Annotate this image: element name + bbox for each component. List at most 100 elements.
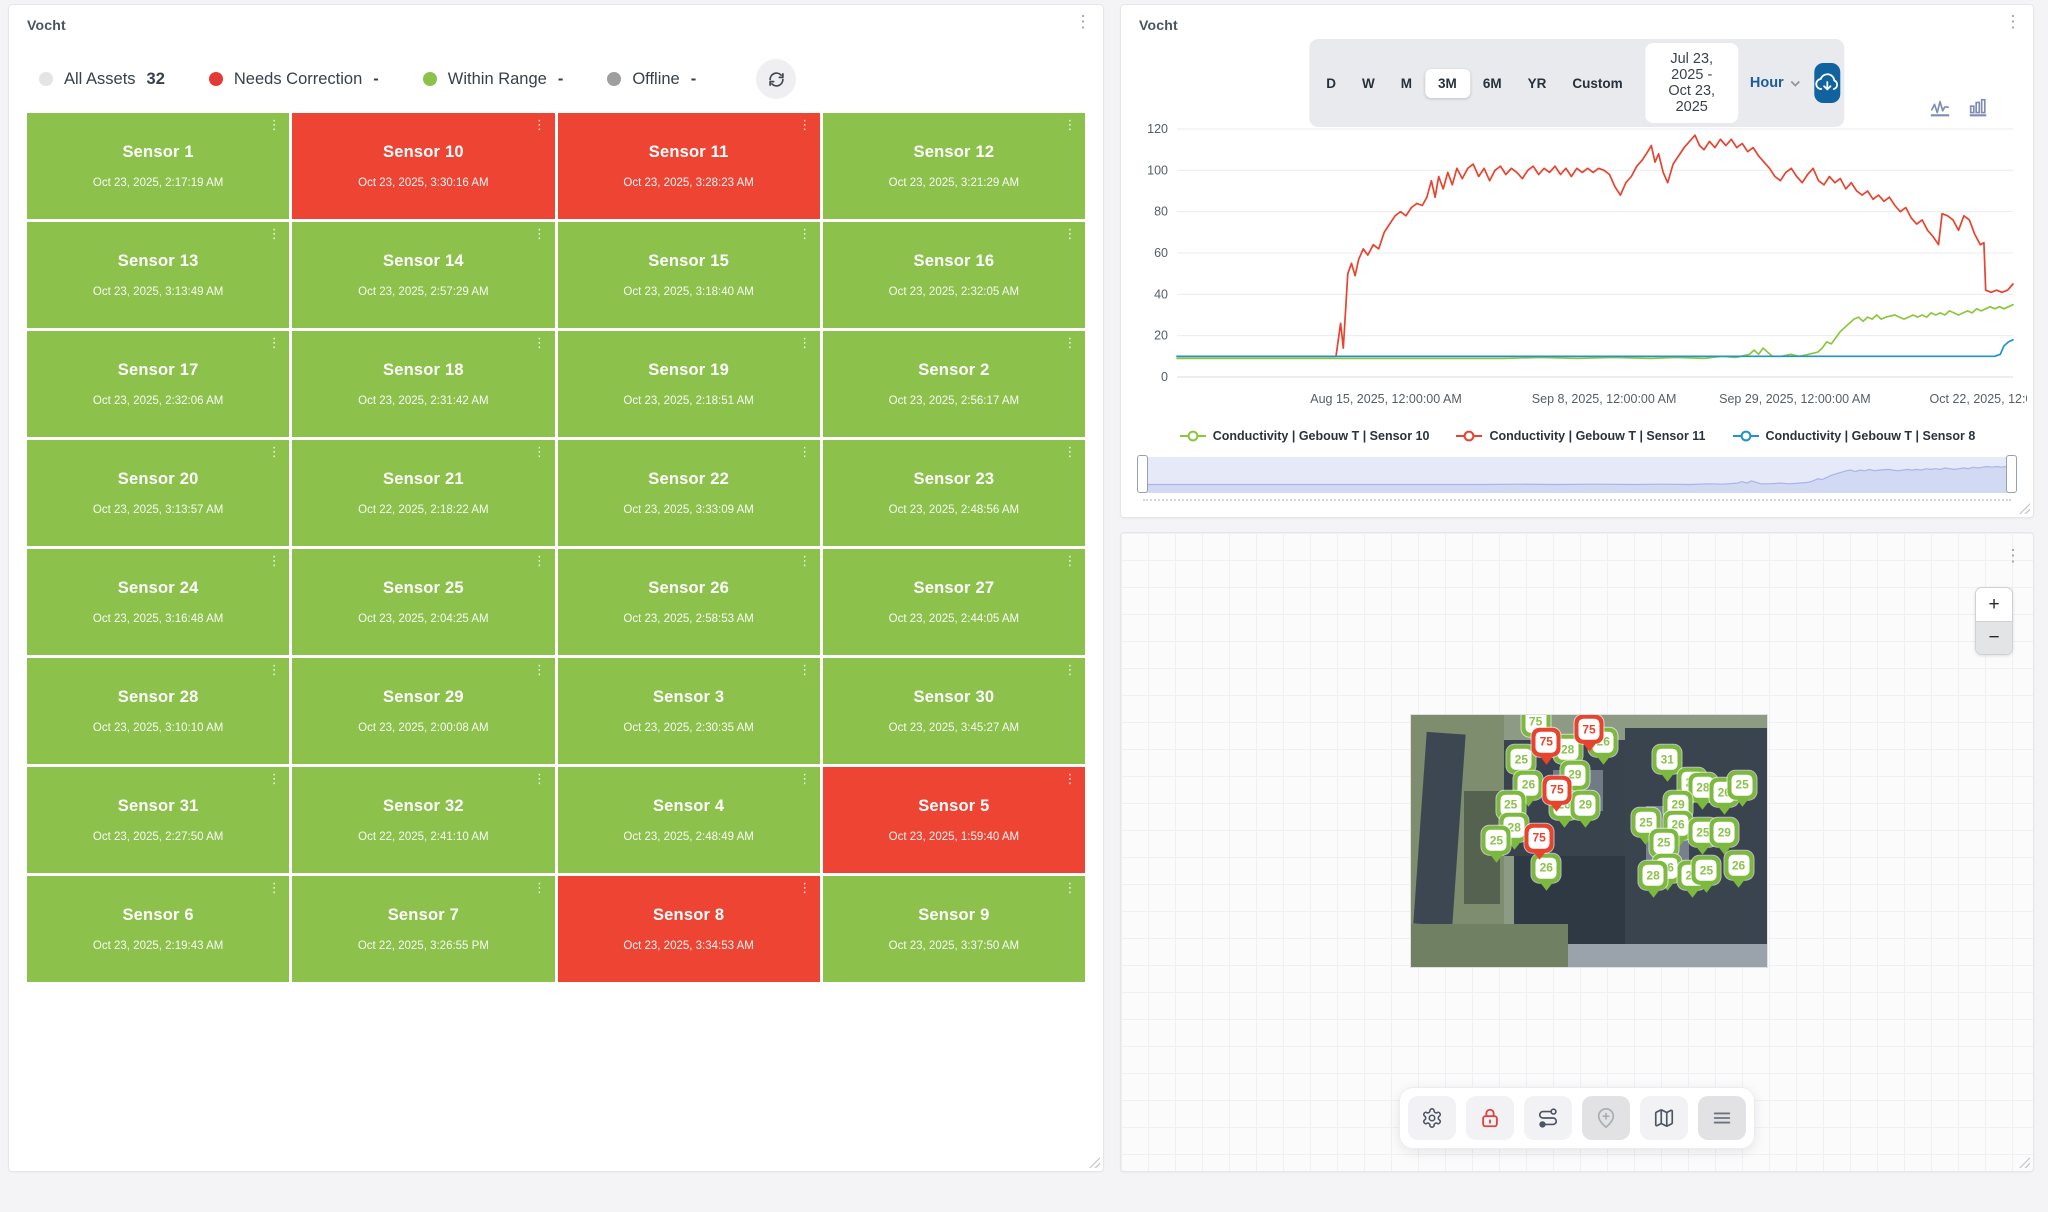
range-button-yr[interactable]: YR: [1515, 69, 1560, 98]
tile-menu-icon[interactable]: ⋮: [533, 335, 546, 350]
zoom-out-button[interactable]: −: [1976, 621, 2012, 654]
map-marker-red[interactable]: 75: [1542, 775, 1572, 805]
map-marker-red[interactable]: 75: [1531, 727, 1561, 757]
tile-menu-icon[interactable]: ⋮: [798, 553, 812, 568]
tile-menu-icon[interactable]: ⋮: [1063, 771, 1077, 786]
legend-item-all-assets[interactable]: All Assets 32: [39, 70, 165, 89]
chart-legend-item[interactable]: Conductivity | Gebouw T | Sensor 10: [1179, 429, 1429, 443]
sensor-tile[interactable]: ⋮ Sensor 11 Oct 23, 2025, 3:28:23 AM: [557, 113, 820, 219]
sensor-tile[interactable]: ⋮ Sensor 5 Oct 23, 2025, 1:59:40 AM: [822, 767, 1085, 873]
sensor-tile[interactable]: ⋮ Sensor 3 Oct 23, 2025, 2:30:35 AM: [557, 658, 820, 764]
legend-item-offline[interactable]: Offline -: [607, 70, 696, 89]
tile-menu-icon[interactable]: ⋮: [533, 226, 546, 241]
tile-menu-icon[interactable]: ⋮: [1063, 444, 1077, 459]
sensor-tile[interactable]: ⋮ Sensor 31 Oct 23, 2025, 2:27:50 AM: [27, 767, 290, 873]
tile-menu-icon[interactable]: ⋮: [798, 444, 812, 459]
navigator-left-handle[interactable]: [1137, 455, 1148, 493]
tile-menu-icon[interactable]: ⋮: [267, 662, 281, 677]
refresh-button[interactable]: [756, 59, 797, 99]
bar-chart-icon[interactable]: [1967, 97, 1989, 122]
sensor-tile[interactable]: ⋮ Sensor 10 Oct 23, 2025, 3:30:16 AM: [292, 113, 555, 219]
sensor-tile[interactable]: ⋮ Sensor 28 Oct 23, 2025, 3:10:10 AM: [27, 658, 290, 764]
sensor-tile[interactable]: ⋮ Sensor 21 Oct 22, 2025, 2:18:22 AM: [292, 440, 555, 546]
tile-menu-icon[interactable]: ⋮: [267, 117, 281, 132]
tile-menu-icon[interactable]: ⋮: [798, 662, 812, 677]
panel-menu-icon[interactable]: ⋮: [2004, 12, 2022, 31]
map-button[interactable]: [1640, 1096, 1688, 1140]
sensor-tile[interactable]: ⋮ Sensor 1 Oct 23, 2025, 2:17:19 AM: [27, 113, 290, 219]
sensor-tile[interactable]: ⋮ Sensor 22 Oct 23, 2025, 3:33:09 AM: [557, 440, 820, 546]
date-range-field[interactable]: Jul 23, 2025 - Oct 23, 2025: [1645, 43, 1738, 123]
menu-button[interactable]: [1698, 1096, 1746, 1140]
tile-menu-icon[interactable]: ⋮: [1063, 335, 1077, 350]
conductivity-line-chart[interactable]: 0 20 40 60 80 100 120 Aug 15, 2025, 12:00:00 AM…: [1131, 119, 2027, 419]
sensor-tile[interactable]: ⋮ Sensor 4 Oct 23, 2025, 2:48:49 AM: [557, 767, 820, 873]
sensor-tile[interactable]: ⋮ Sensor 26 Oct 23, 2025, 2:58:53 AM: [557, 549, 820, 655]
map-marker-green[interactable]: 25: [1727, 770, 1757, 800]
tile-menu-icon[interactable]: ⋮: [267, 880, 281, 895]
tile-menu-icon[interactable]: ⋮: [533, 662, 546, 677]
tile-menu-icon[interactable]: ⋮: [533, 880, 546, 895]
tile-menu-icon[interactable]: ⋮: [1063, 880, 1077, 895]
sensor-tile[interactable]: ⋮ Sensor 23 Oct 23, 2025, 2:48:56 AM: [822, 440, 1085, 546]
map-marker-green[interactable]: 25: [1631, 808, 1661, 838]
route-button[interactable]: [1524, 1096, 1572, 1140]
sensor-tile[interactable]: ⋮ Sensor 14 Oct 23, 2025, 2:57:29 AM: [292, 222, 555, 328]
map-marker-green[interactable]: 25: [1691, 855, 1721, 885]
tile-menu-icon[interactable]: ⋮: [533, 553, 546, 568]
time-range-navigator[interactable]: [1137, 455, 2017, 493]
map-marker-green[interactable]: 25: [1481, 825, 1511, 855]
sensor-tile[interactable]: ⋮ Sensor 24 Oct 23, 2025, 3:16:48 AM: [27, 549, 290, 655]
interval-dropdown[interactable]: Hour: [1738, 75, 1813, 91]
panel-menu-icon[interactable]: ⋮: [2004, 546, 2022, 565]
tile-menu-icon[interactable]: ⋮: [798, 117, 812, 132]
tile-menu-icon[interactable]: ⋮: [1063, 117, 1077, 132]
tile-menu-icon[interactable]: ⋮: [798, 771, 812, 786]
sensor-tile[interactable]: ⋮ Sensor 27 Oct 23, 2025, 2:44:05 AM: [822, 549, 1085, 655]
legend-item-needs-correction[interactable]: Needs Correction -: [208, 70, 379, 89]
sensor-tile[interactable]: ⋮ Sensor 9 Oct 23, 2025, 3:37:50 AM: [822, 876, 1085, 982]
sensor-tile[interactable]: ⋮ Sensor 16 Oct 23, 2025, 2:32:05 AM: [822, 222, 1085, 328]
tile-menu-icon[interactable]: ⋮: [1063, 226, 1077, 241]
navigator-right-handle[interactable]: [2006, 455, 2017, 493]
map-marker-green[interactable]: 29: [1709, 818, 1739, 848]
sensor-tile[interactable]: ⋮ Sensor 17 Oct 23, 2025, 2:32:06 AM: [27, 331, 290, 437]
sensor-tile[interactable]: ⋮ Sensor 13 Oct 23, 2025, 3:13:49 AM: [27, 222, 290, 328]
tile-menu-icon[interactable]: ⋮: [798, 226, 812, 241]
lock-button[interactable]: [1466, 1096, 1514, 1140]
line-chart-icon[interactable]: [1929, 97, 1951, 122]
add-location-button[interactable]: [1582, 1096, 1630, 1140]
range-button-m[interactable]: M: [1388, 69, 1425, 98]
sensor-tile[interactable]: ⋮ Sensor 32 Oct 22, 2025, 2:41:10 AM: [292, 767, 555, 873]
sensor-tile[interactable]: ⋮ Sensor 15 Oct 23, 2025, 3:18:40 AM: [557, 222, 820, 328]
tile-menu-icon[interactable]: ⋮: [533, 771, 546, 786]
tile-menu-icon[interactable]: ⋮: [267, 553, 281, 568]
range-button-custom[interactable]: Custom: [1559, 69, 1635, 98]
map-marker-green[interactable]: 26: [1724, 850, 1754, 880]
aerial-photo[interactable]: 7575757575262825292625262928252631252826…: [1411, 715, 1767, 967]
map-marker-green[interactable]: 31: [1652, 745, 1682, 775]
sensor-tile[interactable]: ⋮ Sensor 2 Oct 23, 2025, 2:56:17 AM: [822, 331, 1085, 437]
range-button-3m[interactable]: 3M: [1425, 68, 1470, 98]
panel-resize-handle[interactable]: [2019, 1157, 2030, 1168]
tile-menu-icon[interactable]: ⋮: [1063, 662, 1077, 677]
tile-menu-icon[interactable]: ⋮: [798, 880, 812, 895]
panel-resize-handle[interactable]: [1089, 1157, 1100, 1168]
settings-button[interactable]: [1408, 1096, 1456, 1140]
tile-menu-icon[interactable]: ⋮: [267, 335, 281, 350]
map-marker-green[interactable]: 28: [1638, 861, 1668, 891]
map-marker-green[interactable]: 29: [1570, 790, 1600, 820]
sensor-tile[interactable]: ⋮ Sensor 18 Oct 23, 2025, 2:31:42 AM: [292, 331, 555, 437]
tile-menu-icon[interactable]: ⋮: [267, 444, 281, 459]
map-marker-red[interactable]: 75: [1524, 823, 1554, 853]
export-button[interactable]: [1814, 63, 1841, 103]
chart-legend-item[interactable]: Conductivity | Gebouw T | Sensor 8: [1732, 429, 1975, 443]
tile-menu-icon[interactable]: ⋮: [533, 444, 546, 459]
sensor-tile[interactable]: ⋮ Sensor 8 Oct 23, 2025, 3:34:53 AM: [557, 876, 820, 982]
tile-menu-icon[interactable]: ⋮: [267, 771, 281, 786]
range-button-d[interactable]: D: [1313, 69, 1349, 98]
tile-menu-icon[interactable]: ⋮: [267, 226, 281, 241]
range-button-6m[interactable]: 6M: [1470, 69, 1515, 98]
legend-item-within-range[interactable]: Within Range -: [422, 70, 563, 89]
map-marker-red[interactable]: 75: [1574, 715, 1604, 744]
